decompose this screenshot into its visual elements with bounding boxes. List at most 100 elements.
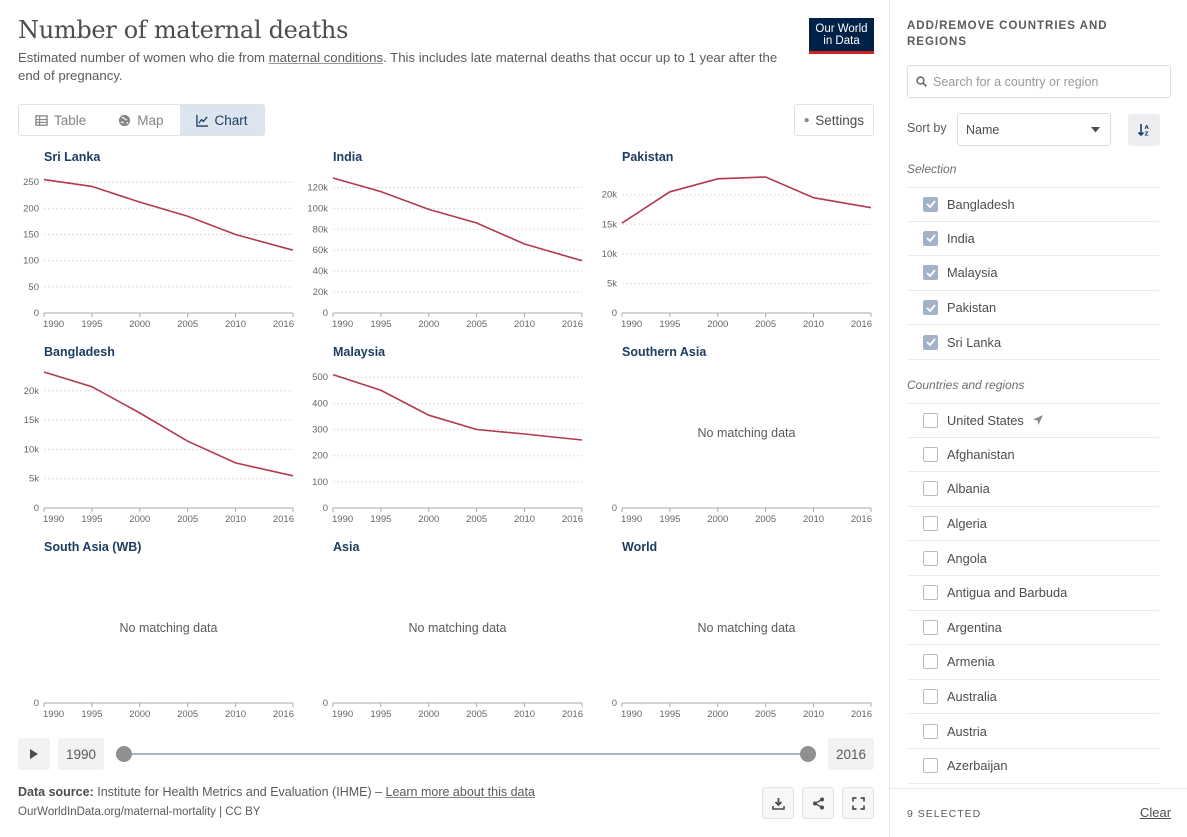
checkbox[interactable] [923,300,938,316]
y-tick-label: 10k [602,249,618,260]
checkbox[interactable] [923,446,938,462]
tab-chart[interactable]: Chart [179,105,264,135]
entity-item[interactable]: Sri Lanka [907,325,1159,360]
panel-title[interactable]: South Asia (WB) [44,540,141,554]
panel-title[interactable]: Bangladesh [44,345,115,359]
entity-item[interactable]: Argentina [907,611,1159,646]
checkbox[interactable] [923,585,938,601]
maternal-conditions-link[interactable]: maternal conditions [268,50,384,65]
y-tick-label: 80k [313,224,329,235]
entity-item[interactable]: Albania [907,472,1159,507]
panel-chart: World 0 1990 1995 2000 2005 2010 2016 No matchin… [612,540,872,720]
entity-item[interactable]: Angola [907,541,1159,576]
x-tick-label: 2016 [273,709,294,720]
settings-button[interactable]: Settings [794,104,874,136]
checkbox[interactable] [923,516,938,532]
panel-title[interactable]: Malaysia [333,345,386,359]
checkbox[interactable] [923,758,938,774]
entity-item[interactable]: Malaysia [907,256,1159,291]
y-tick-label: 0 [612,503,617,514]
timeline-start-year[interactable]: 1990 [58,738,104,770]
checkbox[interactable] [923,230,938,246]
timeline-end-handle[interactable] [800,746,816,762]
entity-label: Azerbaijan [947,758,1008,774]
panel-title[interactable]: Pakistan [622,150,673,164]
check-icon [925,269,936,277]
owid-logo[interactable]: Our World in Data [809,18,874,54]
entity-label: Pakistan [947,300,997,316]
entity-item[interactable]: Armenia [907,645,1159,680]
panel-chart: Malaysia 0 100 200 300 400 500 1990 1995 2000 2005… [312,345,583,525]
checkbox[interactable] [923,654,938,670]
timeline-track[interactable] [124,753,808,755]
checkbox[interactable] [923,196,938,212]
checkbox[interactable] [923,334,938,350]
panel-title[interactable]: India [333,150,363,164]
x-tick-label: 2005 [466,514,487,525]
x-tick-label: 2005 [466,319,487,330]
timeline-end-year[interactable]: 2016 [828,738,874,770]
y-tick-label: 0 [612,698,617,709]
checkbox[interactable] [923,265,938,281]
panel-world: World 0 1990 1995 2000 2005 2010 2016 No matchin… [596,537,878,720]
series-line-malaysia[interactable] [332,373,583,441]
checkbox[interactable] [923,412,938,428]
x-tick-label: 2000 [707,514,728,525]
x-tick-label: 1990 [332,319,353,330]
entity-item[interactable]: United States [907,403,1159,438]
checkbox[interactable] [923,619,938,635]
play-button[interactable] [18,738,50,770]
entity-label: Antigua and Barbuda [947,585,1068,601]
tab-map[interactable]: Map [102,105,179,135]
entity-label: Sri Lanka [947,334,1002,350]
no-data-message: No matching data [120,621,218,635]
entity-item[interactable]: Austria [907,714,1159,749]
entity-item[interactable]: Bangladesh [907,187,1159,222]
learn-more-link[interactable]: Learn more about this data [385,785,535,799]
checkbox[interactable] [923,723,938,739]
fullscreen-button[interactable] [842,787,874,819]
y-tick-label: 0 [34,308,39,319]
search-box[interactable] [907,65,1171,98]
timeline-start-handle[interactable] [116,746,132,762]
x-tick-label: 2016 [562,709,583,720]
panel-title[interactable]: Sri Lanka [44,150,101,164]
checkbox[interactable] [923,481,938,497]
x-tick-label: 1995 [370,709,391,720]
tab-table[interactable]: Table [19,105,102,135]
checkbox[interactable] [923,550,938,566]
view-tabs: Table Map Chart [18,104,265,136]
entity-item[interactable]: Azerbaijan [907,749,1159,784]
series-line-sri-lanka[interactable] [43,178,294,251]
entity-item[interactable]: Afghanistan [907,438,1159,473]
entity-item[interactable]: Australia [907,680,1159,715]
y-tick-label: 60k [313,245,329,256]
entity-item[interactable]: India [907,222,1159,257]
checkbox[interactable] [923,689,938,705]
x-tick-label: 2005 [755,319,776,330]
entity-label: Argentina [947,619,1002,635]
panel-title[interactable]: Asia [333,540,360,554]
x-tick-label: 2000 [129,319,150,330]
table-icon [35,114,48,126]
sort-select[interactable]: Name [957,113,1111,146]
x-tick-label: 2016 [273,514,294,525]
series-line-pakistan[interactable] [621,176,872,224]
download-button[interactable] [762,787,794,819]
y-tick-label: 50 [28,282,39,293]
panel-title[interactable]: World [622,540,657,554]
clear-button[interactable]: Clear [1140,805,1172,820]
series-line-bangladesh[interactable] [43,371,294,477]
entity-label: Angola [947,550,987,566]
entity-item[interactable]: Algeria [907,507,1159,542]
panel-bangladesh: Bangladesh 0 5k 10k 15k 20k 1990 1995 2000 2005 20… [18,342,300,525]
share-button[interactable] [802,787,834,819]
series-line-india[interactable] [332,177,583,262]
entity-item[interactable]: Pakistan [907,291,1159,326]
entity-label: United States [947,412,1024,428]
panel-title[interactable]: Southern Asia [622,345,707,359]
entity-item[interactable]: Antigua and Barbuda [907,576,1159,611]
search-input[interactable] [933,74,1163,89]
x-tick-label: 1990 [621,709,642,720]
